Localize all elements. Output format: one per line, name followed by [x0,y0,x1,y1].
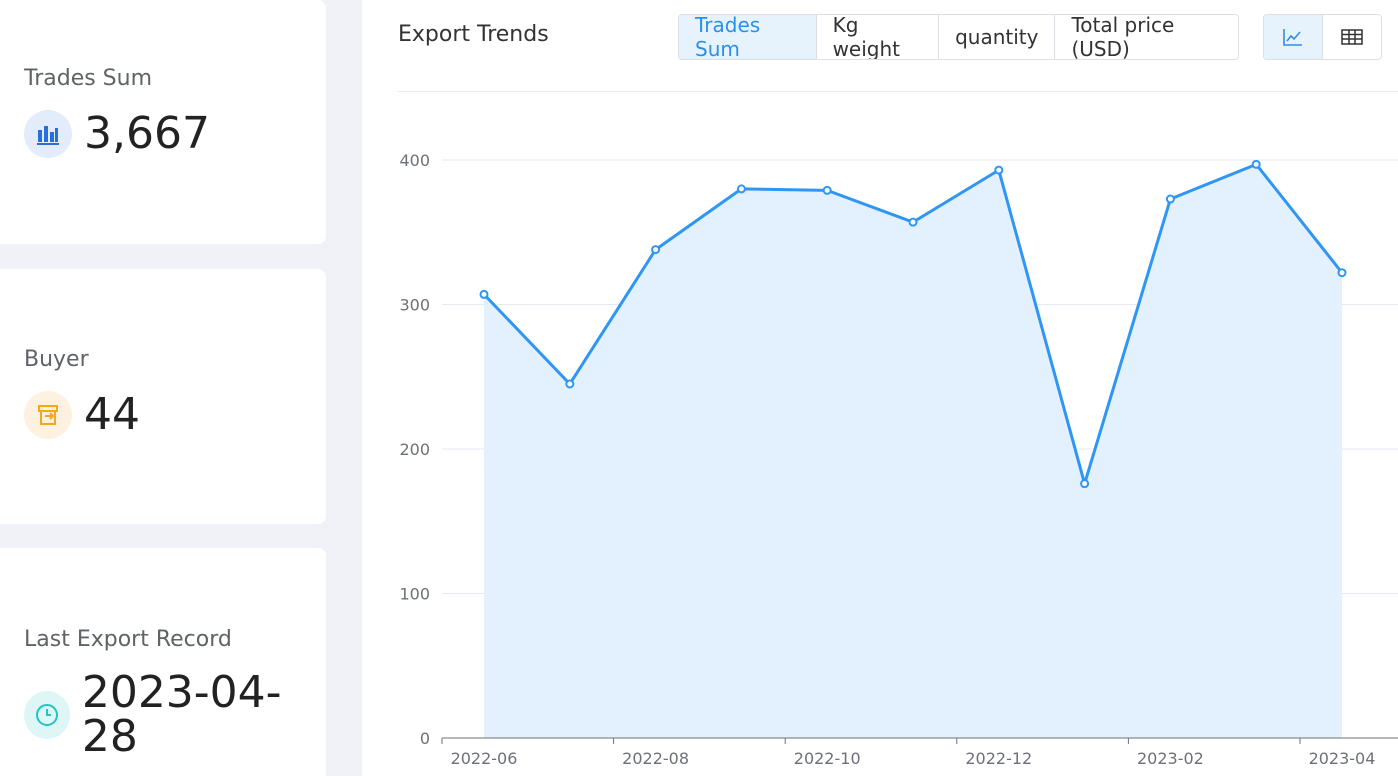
x-tick-label: 2022-08 [622,749,689,768]
tab-total-price[interactable]: Total price (USD) [1055,15,1238,59]
panel-title: Export Trends [398,22,549,47]
line-chart-icon[interactable] [1264,15,1323,59]
x-tick-label: 2022-06 [451,749,518,768]
clock-icon [24,691,70,739]
stat-value: 3,667 [84,108,210,159]
data-point [908,217,918,227]
export-trend-chart: 0 100 200 300 400 2022-06 2022-08 2022-10 2022-1… [399,151,1398,768]
stat-value: 44 [84,389,140,440]
series-area [484,164,1342,738]
y-tick-label: 400 [399,151,430,170]
tab-trades-sum[interactable]: Trades Sum [679,15,817,59]
y-tick-label: 0 [420,729,430,748]
stat-card-trades-sum: Trades Sum 3,667 [0,0,326,244]
data-point [479,289,489,299]
tab-kg-weight[interactable]: Kg weight [816,15,940,59]
data-point [736,184,746,194]
data-point [1337,268,1347,278]
stat-label: Trades Sum [24,66,153,91]
table-icon[interactable] [1323,15,1381,59]
header-divider [398,91,1398,92]
stat-label: Buyer [24,347,89,372]
x-tick-label: 2023-02 [1137,749,1204,768]
data-point [994,165,1004,175]
data-point [565,379,575,389]
tab-quantity[interactable]: quantity [939,15,1056,59]
x-tick-label: 2023-04 [1309,749,1376,768]
metric-tabs: Trades Sum Kg weight quantity Total pric… [678,14,1239,60]
view-toggle [1263,14,1382,60]
stat-card-buyer: Buyer 44 [0,269,326,524]
stat-card-last-export: Last Export Record 2023-04-28 [0,548,326,776]
y-tick-label: 200 [399,440,430,459]
x-tick-label: 2022-10 [794,749,861,768]
y-tick-label: 100 [399,585,430,604]
bar-chart-icon [24,110,72,158]
store-icon [24,391,72,439]
data-point [1080,479,1090,489]
data-point [1251,159,1261,169]
stat-label: Last Export Record [24,627,232,652]
export-trends-panel: Export Trends Trades Sum Kg weight quant… [362,0,1398,776]
data-point [1165,194,1175,204]
stat-value: 2023-04-28 [81,667,282,762]
data-point [822,185,832,195]
y-tick-label: 300 [399,296,430,315]
x-tick-label: 2022-12 [965,749,1032,768]
data-point [651,245,661,255]
